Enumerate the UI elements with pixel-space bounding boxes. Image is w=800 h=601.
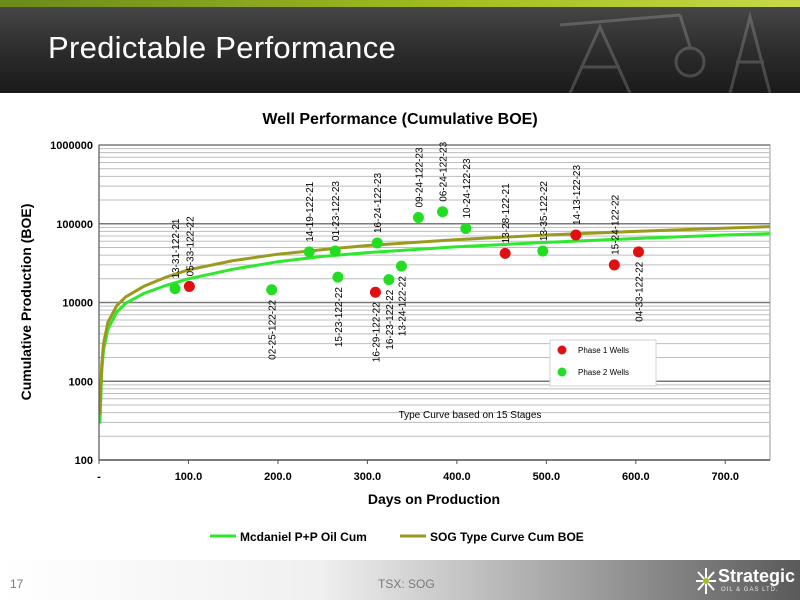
well-label: 16-23-122-22	[385, 289, 396, 349]
x-tick-label: 600.0	[622, 471, 650, 483]
x-tick-label: 700.0	[712, 471, 740, 483]
well-label: 13-31-122-21	[171, 218, 182, 278]
well-label: 02-25-122-22	[268, 299, 279, 359]
well-label: 16-29-122-22	[372, 302, 383, 362]
well-label: 15-24-122-22	[610, 194, 621, 254]
x-tick-label: -	[97, 471, 101, 483]
chart-title: Well Performance (Cumulative BOE)	[262, 111, 537, 128]
well-label: 05-33-122-22	[185, 216, 196, 276]
grid-layer	[98, 144, 771, 461]
page-number: 17	[10, 577, 24, 591]
x-axis-title: Days on Production	[368, 491, 500, 507]
y-tick-label: 100	[75, 455, 93, 467]
axis-layer: 100 1000 10000 100000 1000000 - 100.0 200.0 300.…	[50, 140, 770, 483]
well-point	[499, 247, 511, 259]
header-accent-bar	[0, 0, 800, 7]
y-tick-label: 1000	[69, 376, 93, 388]
pumpjack-silhouette-icon	[559, 11, 772, 93]
well-label: 01-23-122-23	[331, 181, 342, 241]
well-point	[570, 229, 582, 241]
x-tick-label: 300.0	[354, 471, 382, 483]
well-point	[460, 223, 472, 235]
well-point	[332, 271, 344, 283]
legend-label-2: SOG Type Curve Cum BOE	[430, 530, 584, 544]
well-performance-chart: Well Performance (Cumulative BOE) 100100…	[18, 111, 771, 544]
x-tick-label: 100.0	[175, 471, 203, 483]
y-axis-title: Cumulative Production (BOE)	[18, 204, 34, 401]
well-point	[371, 237, 383, 249]
phase-legend-label: Phase 2 Wells	[578, 368, 629, 377]
y-tick-label: 10000	[62, 298, 93, 310]
x-tick-label: 200.0	[264, 471, 292, 483]
well-label: 06-24-122-23	[439, 141, 450, 201]
well-point	[266, 284, 278, 296]
company-logo: Strategic OIL & GAS LTD.	[694, 566, 796, 596]
x-tick-label: 400.0	[443, 471, 471, 483]
logo-name: Strategic	[718, 566, 796, 586]
well-label: 13-35-122-22	[539, 181, 550, 241]
well-point	[632, 246, 644, 258]
slide-footer: 17 TSX: SOG Strategic OIL & GAS LTD.	[0, 560, 800, 600]
bottom-legend: Mcdaniel P+P Oil Cum SOG Type Curve Cum B…	[210, 530, 584, 544]
type-curve-annotation: Type Curve based on 15 Stages	[399, 410, 542, 421]
x-tick-label: 500.0	[533, 471, 561, 483]
well-point	[183, 280, 195, 292]
well-point	[369, 286, 381, 298]
well-label: 13-24-122-22	[397, 276, 408, 336]
well-label: 15-23-122-22	[334, 287, 345, 347]
well-label: 04-33-122-22	[635, 261, 646, 321]
well-point	[329, 245, 341, 257]
ticker-symbol: TSX: SOG	[378, 577, 435, 591]
phase-legend-marker	[557, 345, 567, 355]
well-point	[412, 212, 424, 224]
series-line-2	[98, 225, 771, 415]
slide-header: Predictable Performance	[0, 0, 800, 93]
well-point	[169, 283, 181, 295]
well-point	[437, 206, 449, 218]
phase-legend-marker	[557, 367, 567, 377]
well-point	[608, 259, 620, 271]
well-label: 14-19-122-21	[305, 181, 316, 241]
y-tick-label: 1000000	[50, 140, 93, 152]
well-point	[395, 260, 407, 272]
logo-subtitle: OIL & GAS LTD.	[721, 587, 779, 593]
well-label: 14-13-122-23	[572, 165, 583, 225]
phase-legend: Phase 1 Wells Phase 2 Wells	[549, 339, 657, 387]
well-point	[303, 246, 315, 258]
y-tick-label: 100000	[56, 219, 93, 231]
curve-layer	[98, 225, 771, 424]
well-label: 13-28-122-21	[501, 183, 512, 243]
well-label: 09-24-122-23	[414, 147, 425, 207]
star-logo-icon	[696, 568, 716, 594]
well-label: 16-24-122-23	[373, 173, 384, 233]
slide-title: Predictable Performance	[48, 30, 397, 65]
well-point	[537, 245, 549, 257]
phase-legend-label: Phase 1 Wells	[578, 346, 629, 355]
legend-label-1: Mcdaniel P+P Oil Cum	[240, 530, 367, 544]
chart-container: Well Performance (Cumulative BOE) 100 100…	[0, 98, 800, 560]
phase-legend-box	[549, 339, 657, 387]
well-point	[383, 274, 395, 286]
well-label: 10-24-122-23	[462, 158, 473, 218]
point-layer: 13-31-122-21 05-33-122-22 02-25-122-22 14-1…	[169, 141, 646, 362]
